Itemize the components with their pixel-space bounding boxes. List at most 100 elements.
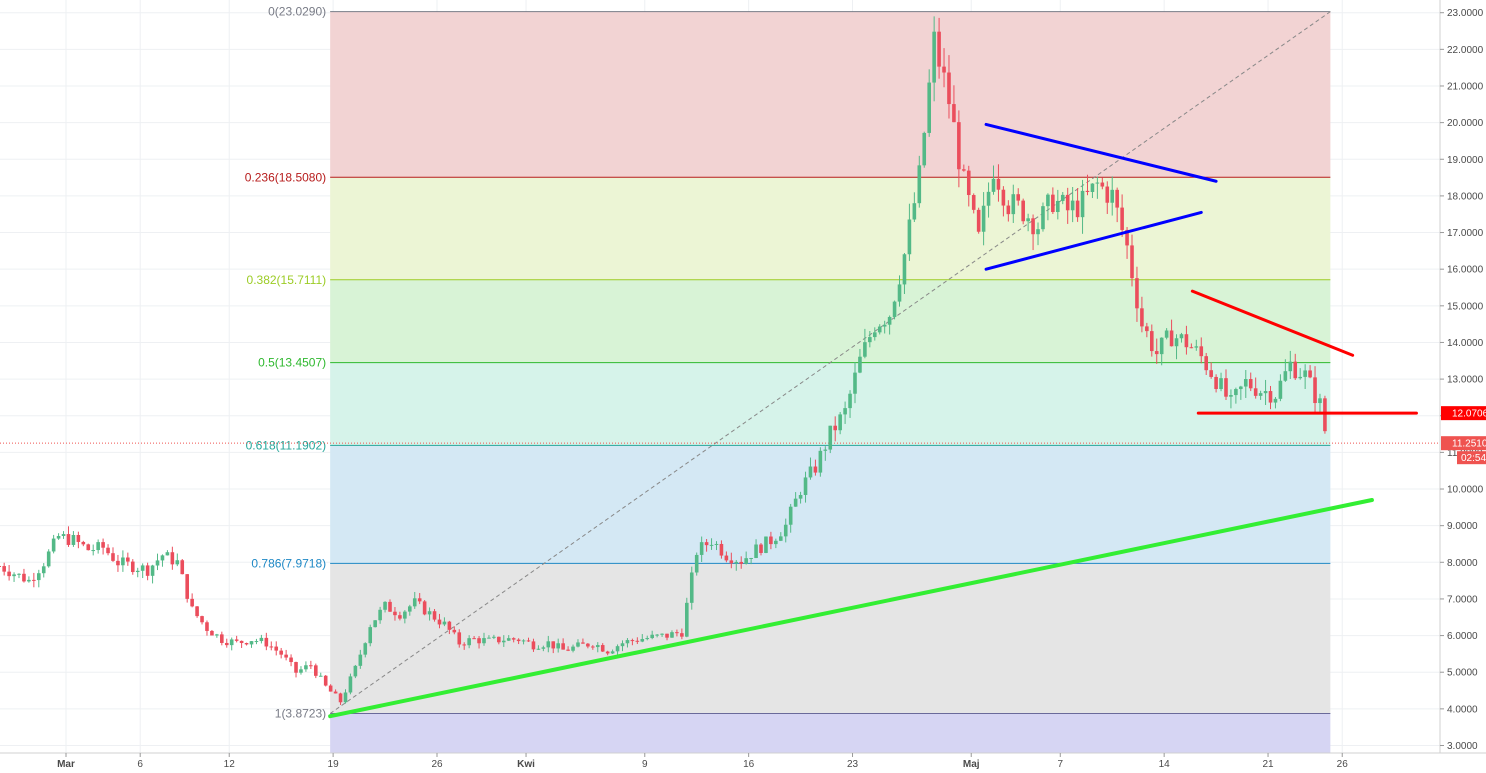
candle-body: [46, 551, 51, 567]
fib-zone-0.786: [330, 563, 1331, 714]
candle-body: [304, 665, 308, 670]
candle-body: [902, 254, 907, 285]
candle-body: [1258, 393, 1263, 396]
candle-body: [1308, 370, 1312, 378]
price-tick-label: 5.0000: [1447, 668, 1478, 679]
candle-body: [838, 414, 842, 431]
candle-body: [160, 555, 165, 561]
candle-body: [1159, 337, 1164, 355]
candle-body: [373, 620, 377, 628]
candle-body: [412, 598, 417, 607]
candle-body: [1179, 334, 1184, 339]
candle-body: [259, 637, 264, 642]
candle-body: [1164, 330, 1169, 338]
candle-body: [670, 632, 674, 638]
price-tick-label: 18.0000: [1447, 191, 1484, 202]
candle-body: [1021, 200, 1025, 222]
price-tick-label: 22.0000: [1447, 45, 1484, 56]
candle-body: [872, 332, 877, 338]
trendline-triangle-lower[interactable]: [984, 210, 1203, 271]
time-tick-label: 23: [847, 759, 859, 770]
candle-body: [778, 536, 783, 541]
candle-body: [220, 634, 224, 643]
candle-body: [650, 634, 654, 639]
time-tick-label: 9: [642, 759, 648, 770]
candle-body: [274, 646, 279, 651]
trendline-resistance[interactable]: [1190, 289, 1355, 357]
candle-body: [882, 324, 887, 327]
marked-level-label: 12.0706: [1452, 409, 1486, 420]
candle-body: [605, 651, 610, 654]
candle-body: [1273, 398, 1278, 403]
candle-body: [556, 643, 560, 649]
candle-body: [506, 638, 511, 641]
candle-body: [76, 534, 81, 542]
time-axis-background[interactable]: [0, 753, 1486, 773]
candle-body: [1229, 395, 1233, 397]
candle-body: [823, 449, 828, 451]
candle-body: [1001, 189, 1006, 206]
price-tick-label: 14.0000: [1447, 338, 1484, 349]
price-axis-background[interactable]: [1440, 0, 1486, 753]
candle-body: [600, 645, 605, 652]
candle-body: [289, 657, 293, 663]
drawn-trendlines[interactable]: [328, 122, 1418, 719]
trendline-uptrend[interactable]: [328, 498, 1374, 719]
candle-body: [447, 621, 452, 630]
fibonacci-trend-diagonal[interactable]: [329, 11, 1331, 714]
candle-body: [1194, 346, 1199, 348]
candle-body: [774, 540, 778, 545]
candle-body: [922, 132, 927, 166]
candle-body: [41, 566, 46, 574]
candle-body: [234, 639, 239, 641]
candle-body: [719, 543, 724, 556]
trendline-triangle-upper[interactable]: [984, 122, 1218, 183]
candle-body: [180, 560, 185, 575]
candle-body: [685, 602, 689, 637]
candle-body: [353, 665, 358, 677]
price-tick-label: 10.0000: [1447, 485, 1484, 496]
candle-body: [264, 637, 269, 647]
candle-body: [66, 534, 71, 545]
candle-body: [111, 553, 115, 561]
candle-body: [422, 601, 427, 615]
candle-body: [338, 693, 343, 703]
candle-body: [328, 685, 333, 692]
candle-body: [249, 641, 254, 645]
candle-body: [309, 665, 313, 667]
fib-label-0: 0(23.0290): [268, 5, 326, 19]
candle-body: [116, 560, 120, 566]
candle-body: [1056, 200, 1060, 213]
candle-body: [759, 544, 763, 553]
candle-body: [1149, 331, 1154, 352]
candle-body: [981, 205, 986, 232]
candle-body: [284, 654, 288, 658]
time-tick-label: Maj: [963, 759, 980, 770]
candle-body: [749, 558, 753, 560]
candle-body: [843, 408, 847, 415]
candle-body: [299, 669, 303, 673]
candle-body: [417, 598, 422, 602]
candle-body: [170, 552, 175, 565]
candle-body: [566, 649, 570, 651]
candle-body: [2, 566, 6, 572]
candle-body: [912, 203, 917, 220]
candle-body: [660, 633, 664, 635]
candle-body: [398, 615, 402, 619]
candle-body: [165, 552, 170, 556]
candle-body: [32, 579, 36, 581]
candle-body: [942, 66, 946, 73]
candle-body: [1283, 371, 1288, 381]
time-tick-label: 7: [1057, 759, 1063, 770]
candle-body: [1051, 194, 1055, 213]
candle-body: [586, 643, 590, 647]
candle-body: [828, 425, 833, 450]
candle-body: [1169, 330, 1174, 347]
candle-body: [610, 651, 615, 654]
candle-body: [1239, 386, 1243, 390]
candle-body: [620, 643, 625, 647]
candle-body: [551, 641, 556, 649]
candle-body: [279, 650, 283, 655]
candle-body: [521, 640, 526, 642]
